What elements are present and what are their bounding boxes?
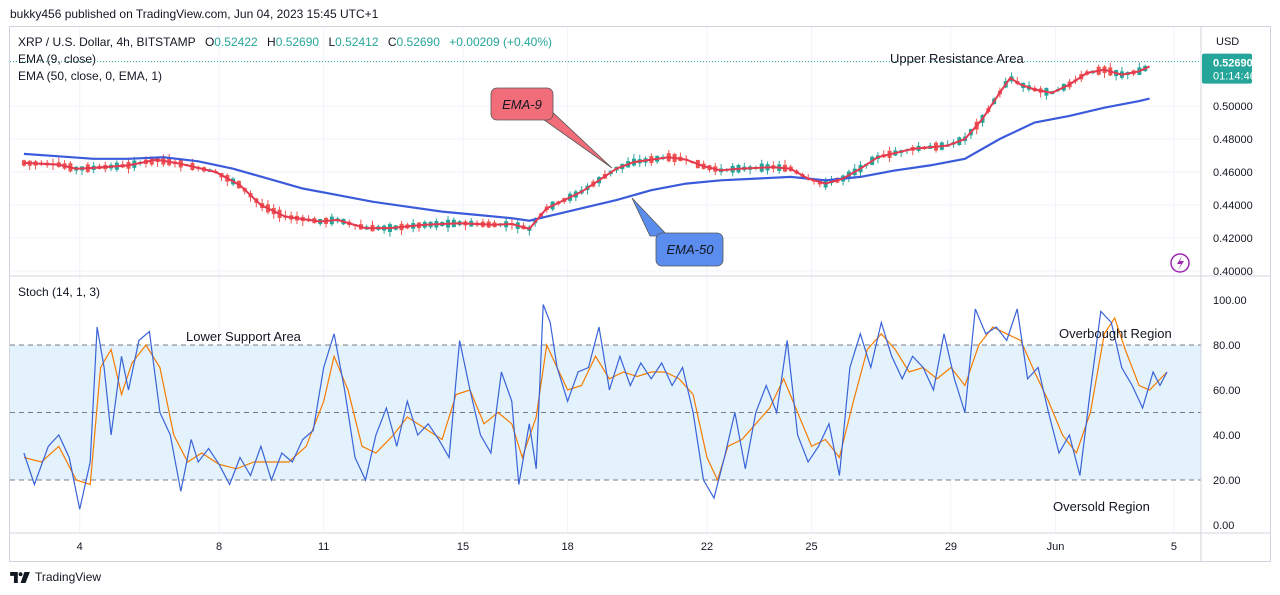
stoch-level-lines xyxy=(10,344,1201,481)
lightning-icon[interactable] xyxy=(1170,253,1190,273)
candle xyxy=(300,214,305,226)
candle xyxy=(1044,87,1049,100)
stoch-tick-label: 100.00 xyxy=(1213,295,1247,307)
time-tick-label: 29 xyxy=(945,541,957,553)
stoch-tick-label: 40.00 xyxy=(1213,430,1241,442)
time-tick-label: 11 xyxy=(318,541,329,553)
candle xyxy=(1114,69,1119,81)
candle xyxy=(1102,65,1107,78)
ema9-callout: EMA-9 xyxy=(490,87,613,169)
candle xyxy=(358,219,363,230)
candle xyxy=(120,160,125,169)
time-tick-label: 15 xyxy=(457,541,469,553)
candle xyxy=(1137,62,1142,76)
candle xyxy=(33,159,38,170)
candle xyxy=(167,153,172,167)
candle xyxy=(893,147,898,157)
time-tick-label: 4 xyxy=(77,541,83,553)
oversold-label: Oversold Region xyxy=(1053,499,1150,514)
ema50-callout-label: EMA-50 xyxy=(667,242,715,257)
stoch-tick-label: 80.00 xyxy=(1213,340,1241,352)
ema50-callout: EMA-50 xyxy=(631,197,724,267)
price-tick-label: 0.42000 xyxy=(1213,233,1253,245)
candle xyxy=(1021,82,1026,92)
legend-symbol: XRP / U.S. Dollar, 4h, BITSTAMP xyxy=(18,35,196,49)
legend-change: +0.00209 (+0.40%) xyxy=(449,35,553,49)
legend-stoch: Stoch (14, 1, 3) xyxy=(18,285,101,299)
candle xyxy=(742,162,747,172)
footer-brand[interactable]: TradingView xyxy=(10,570,101,584)
stoch-d-line xyxy=(23,316,1168,486)
candle xyxy=(324,216,329,228)
candle xyxy=(370,220,375,232)
time-tick-label: 8 xyxy=(216,541,222,553)
candle xyxy=(1108,62,1113,77)
price-axis-currency: USD xyxy=(1216,36,1239,48)
candle xyxy=(416,221,421,232)
candle xyxy=(759,159,764,173)
main-legend: XRP / U.S. Dollar, 4h, BITSTAMP O0.52422… xyxy=(18,35,553,49)
ema9-callout-label: EMA-9 xyxy=(502,97,542,112)
candle xyxy=(469,218,474,227)
time-tick-label: 18 xyxy=(561,541,573,553)
ema9-line xyxy=(23,65,1151,231)
ema50-line xyxy=(23,97,1150,222)
price-axis-ticks: 0.50000 0.48000 0.46000 0.44000 0.42000 0.400… xyxy=(1213,101,1253,278)
legend-high: 0.52690 xyxy=(275,35,320,49)
legend-close: 0.52690 xyxy=(396,35,440,49)
price-tick-label: 0.48000 xyxy=(1213,134,1253,146)
candle xyxy=(463,219,468,231)
candle xyxy=(748,164,753,175)
candle xyxy=(626,157,631,168)
chart-frame xyxy=(9,26,1271,562)
price-tick-label: 0.40000 xyxy=(1213,266,1253,278)
candle xyxy=(631,154,636,167)
chart-grid xyxy=(10,27,1201,533)
time-tick-label: 5 xyxy=(1171,541,1177,553)
overbought-label: Overbought Region xyxy=(1059,326,1172,341)
time-tick-label: Jun xyxy=(1047,541,1065,553)
candle xyxy=(678,152,683,162)
stoch-axis-ticks: 100.00 80.00 60.00 40.00 20.00 0.00 xyxy=(1213,295,1247,532)
price-tick-label: 0.44000 xyxy=(1213,200,1253,212)
candle xyxy=(27,160,32,171)
price-tick-label: 0.46000 xyxy=(1213,167,1253,179)
legend-open: 0.52422 xyxy=(214,35,258,49)
last-price-tag: 0.52690 01:14:46 xyxy=(1202,53,1256,84)
candle xyxy=(492,220,497,228)
stoch-k-line xyxy=(23,304,1168,510)
candle xyxy=(387,222,392,237)
candlesticks xyxy=(21,62,1148,237)
time-axis-ticks: 4 8 11 15 18 22 25 29 Jun 5 xyxy=(77,541,1177,553)
candle xyxy=(782,159,787,173)
candle xyxy=(1119,66,1124,80)
candle xyxy=(178,158,183,172)
stoch-tick-label: 60.00 xyxy=(1213,385,1241,397)
legend-low: 0.52412 xyxy=(335,35,379,49)
last-price-value: 0.52690 xyxy=(1213,58,1253,70)
stoch-tick-label: 20.00 xyxy=(1213,475,1241,487)
time-tick-label: 25 xyxy=(805,541,817,553)
legend-ema50: EMA (50, close, 0, EMA, 1) xyxy=(18,69,163,83)
legend-ema9: EMA (9, close) xyxy=(18,52,97,66)
price-tick-label: 0.50000 xyxy=(1213,101,1253,113)
candle-countdown: 01:14:46 xyxy=(1213,71,1256,83)
candle xyxy=(56,157,61,168)
time-tick-label: 22 xyxy=(701,541,713,553)
footer-brand-label: TradingView xyxy=(35,570,102,584)
tradingview-logo-icon xyxy=(10,571,30,583)
publisher-attribution: bukky456 published on TradingView.com, J… xyxy=(10,7,379,21)
upper-resistance-label: Upper Resistance Area xyxy=(890,51,1024,66)
candle xyxy=(74,166,79,175)
lower-support-label: Lower Support Area xyxy=(186,329,302,344)
stoch-tick-label: 0.00 xyxy=(1213,520,1234,532)
